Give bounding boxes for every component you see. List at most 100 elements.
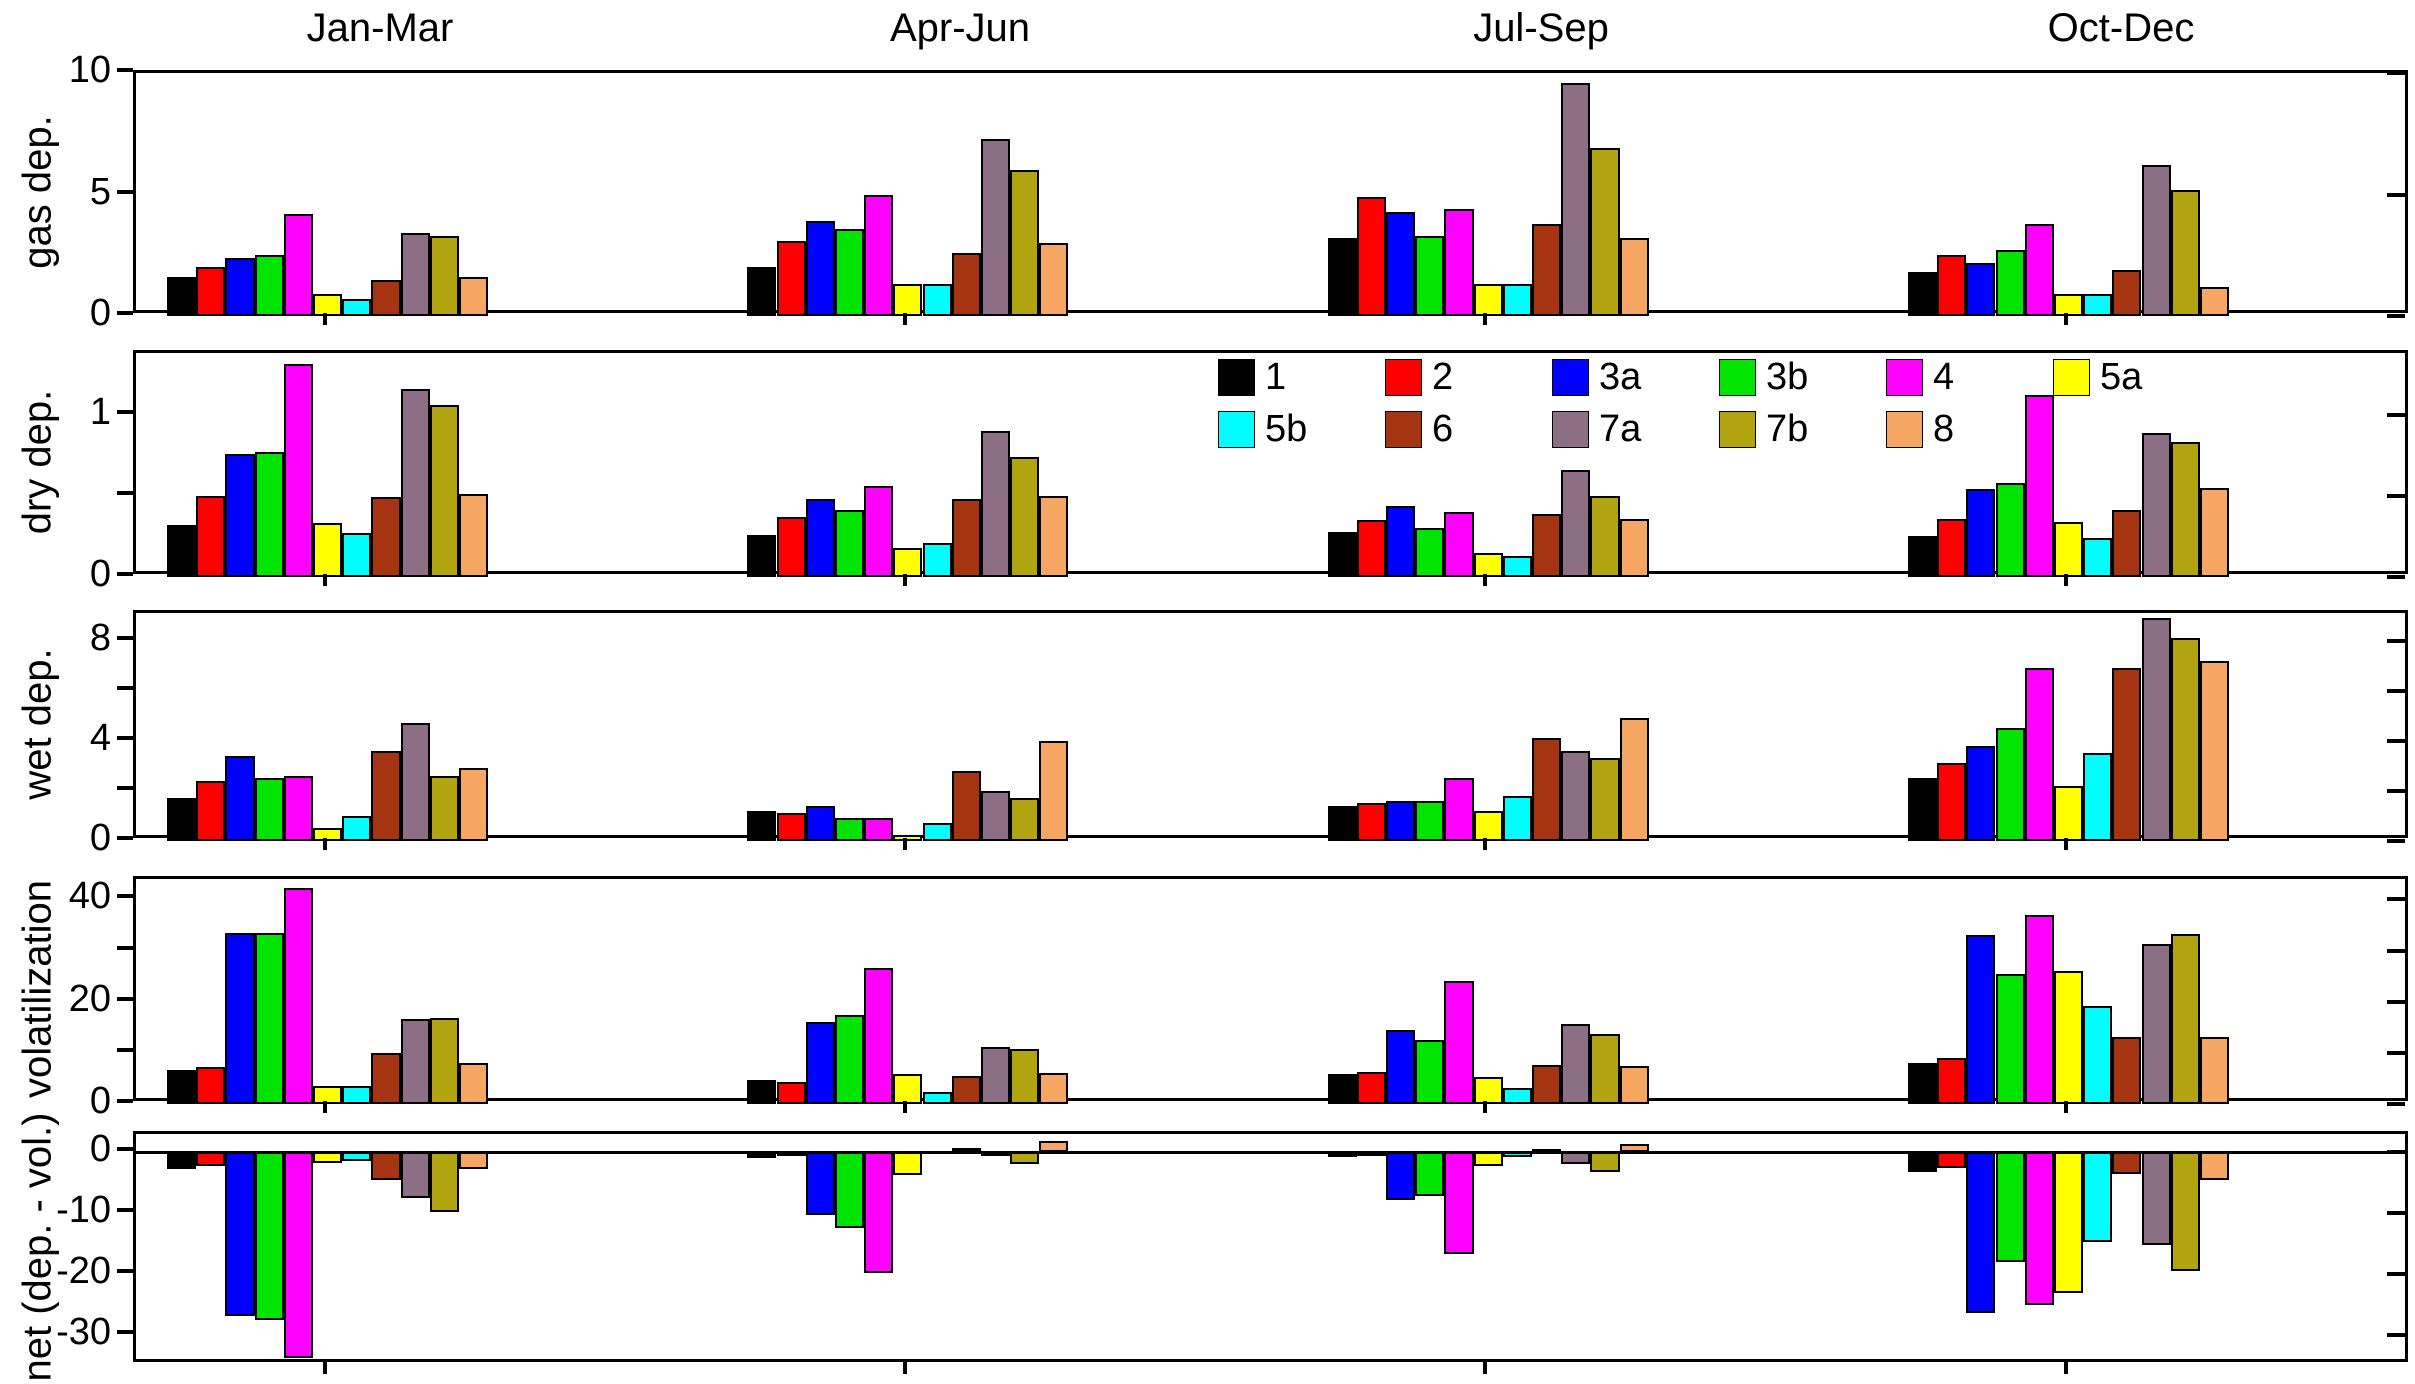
legend-swatch-4 [1886,358,1923,396]
legend-swatch-7a [1552,410,1589,448]
bar-5a-Apr-Jun [893,547,923,577]
bar-7b-Oct-Dec [2170,638,2200,841]
bar-8-Jul-Sep [1619,718,1649,841]
bar-3b-Jul-Sep [1415,1152,1445,1196]
bar-2-Jan-Mar [196,780,226,841]
bar-1-Jan-Mar [167,525,197,577]
x-tick [902,1362,907,1374]
bar-6-Jan-Mar [371,279,401,316]
bar-7a-Jan-Mar [400,233,430,316]
bar-1-Jan-Mar [167,798,197,841]
bar-3a-Jan-Mar [225,257,255,316]
bar-6-Jan-Mar [371,750,401,841]
bar-5b-Jul-Sep [1502,1152,1532,1158]
bar-3a-Oct-Dec [1966,1152,1996,1314]
y-tick-label: 40 [68,875,111,918]
bar-3b-Apr-Jun [834,510,865,577]
bar-6-Oct-Dec [2112,1152,2142,1174]
bar-3b-Jan-Mar [254,933,284,1104]
bar-4-Jul-Sep [1444,209,1474,316]
zero-axis-line [136,1150,2405,1154]
y-tick-right [2387,638,2405,643]
bar-7b-Jul-Sep [1590,758,1620,841]
bar-8-Apr-Jun [1039,1073,1069,1104]
legend-label-6: 6 [1432,408,1454,450]
y-tick-left [117,189,133,194]
bar-3b-Jul-Sep [1415,1039,1445,1104]
legend-item-1: 1 [1218,358,1385,396]
bar-3a-Oct-Dec [1966,935,1996,1104]
legend-swatch-2 [1385,358,1422,396]
x-tick [2063,313,2068,325]
bar-7b-Jan-Mar [429,775,459,841]
x-tick [1483,1101,1488,1113]
bar-1-Oct-Dec [1907,536,1938,577]
y-tick-label: 5 [89,170,111,213]
y-tick-left [117,572,133,576]
bar-3b-Apr-Jun [834,1152,865,1229]
legend-swatch-3b [1719,358,1756,396]
legend-label-5a: 5a [2100,356,2143,398]
y-tick-label: 10 [68,49,111,91]
bar-3b-Apr-Jun [834,818,865,841]
bar-1-Jul-Sep [1327,805,1357,841]
bar-3b-Oct-Dec [1995,973,2025,1104]
bar-1-Apr-Jun [747,1080,777,1104]
y-tick-left [117,685,133,690]
bar-5b-Apr-Jun [922,284,952,316]
bar-7a-Oct-Dec [2141,432,2171,577]
y-tick-right [2387,738,2405,743]
bar-3b-Apr-Jun [834,1014,865,1104]
y-tick-label: 0 [89,817,111,859]
y-tick-right [2387,788,2405,793]
bar-2-Oct-Dec [1937,1057,1967,1104]
y-tick-left [117,785,133,790]
bar-5a-Oct-Dec [2053,785,2084,841]
bar-4-Oct-Dec [2024,914,2054,1104]
bar-6-Apr-Jun [951,1075,981,1104]
x-tick [1483,574,1488,586]
y-tick-label: 0 [89,292,111,334]
bar-3a-Jul-Sep [1386,211,1416,316]
y-tick-left [117,1268,133,1273]
bar-5b-Oct-Dec [2083,538,2113,577]
legend-swatch-6 [1385,410,1422,448]
y-tick-label: 0 [89,553,111,595]
bar-5b-Jan-Mar [342,533,372,577]
y-tick-right [2387,1271,2405,1276]
legend-swatch-8 [1886,410,1923,448]
y-tick-label: 0 [89,1080,111,1122]
bar-1-Jan-Mar [167,277,197,316]
bar-7a-Jan-Mar [400,388,430,577]
column-title-jul-sep: Jul-Sep [1473,6,1609,50]
legend-label-5b: 5b [1265,408,1308,450]
bar-3b-Apr-Jun [834,228,865,316]
y-tick-label: 0 [89,1128,111,1171]
legend-swatch-3a [1552,358,1589,396]
y-tick-left [117,311,133,315]
bar-7a-Apr-Jun [980,1046,1011,1104]
bar-5a-Jan-Mar [313,294,343,316]
y-tick-right [2387,1211,2405,1216]
bar-1-Jan-Mar [167,1152,197,1170]
bar-7a-Jan-Mar [400,723,430,841]
bar-5a-Jul-Sep [1473,552,1503,577]
bar-4-Apr-Jun [864,818,894,841]
bar-7a-Oct-Dec [2141,618,2171,841]
x-tick [2063,1362,2068,1374]
bar-3b-Jan-Mar [254,778,284,841]
bar-3b-Jan-Mar [254,1152,284,1320]
bar-4-Jan-Mar [283,213,313,316]
y-tick-left [117,409,133,414]
legend-item-5a: 5a [2053,358,2220,396]
bar-3a-Apr-Jun [805,221,835,316]
bar-8-Jan-Mar [459,768,489,841]
bar-8-Oct-Dec [2199,487,2230,577]
bar-8-Jul-Sep [1619,238,1649,316]
bar-8-Jan-Mar [459,277,489,316]
y-tick-left [117,68,133,72]
bar-8-Apr-Jun [1039,1141,1069,1153]
x-tick [902,313,907,325]
bar-1-Jul-Sep [1327,1073,1357,1104]
y-tick-left [117,945,133,950]
